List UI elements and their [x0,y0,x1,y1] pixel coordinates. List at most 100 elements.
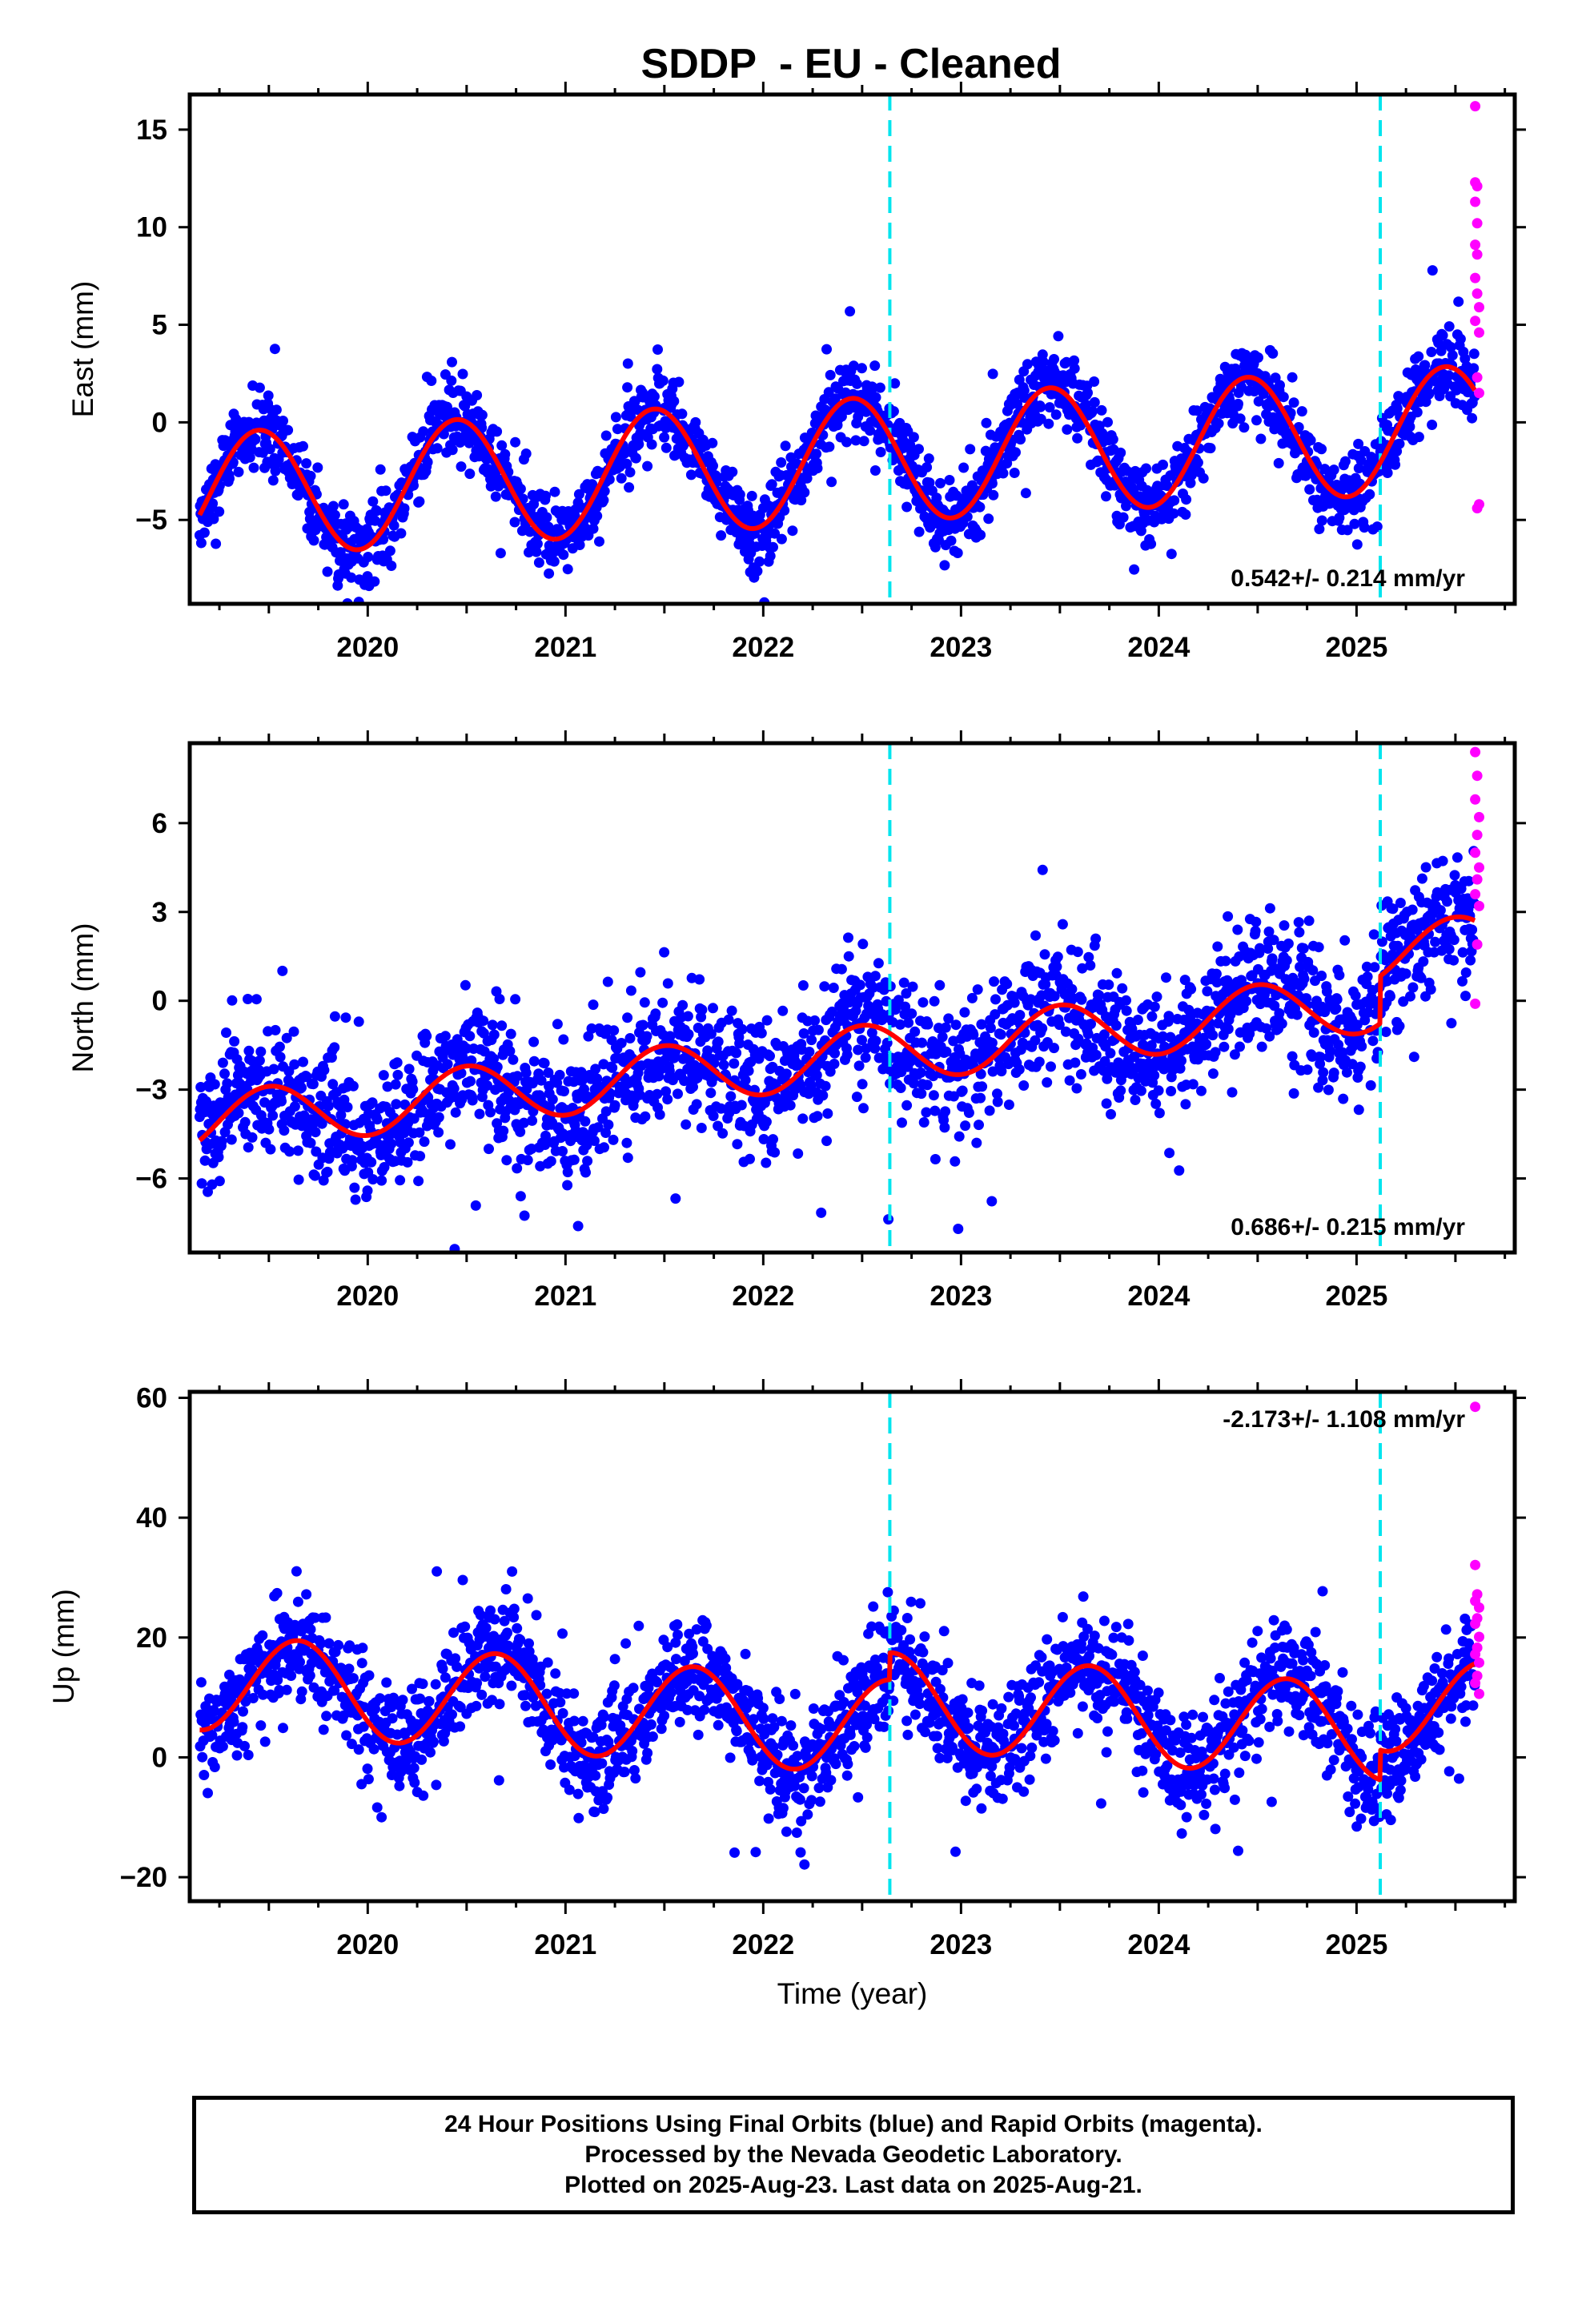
rapid-orbit-point [1472,218,1483,229]
final-orbit-point [811,448,822,460]
final-orbit-point [992,1096,1003,1108]
y-tick-label: −5 [135,505,167,536]
final-orbit-point [371,505,382,517]
final-orbit-point [777,1005,789,1016]
final-orbit-point [1304,484,1315,495]
final-orbit-point [971,1137,982,1148]
final-orbit-point [422,456,433,468]
final-orbit-point [1295,961,1306,972]
final-orbit-point [1442,896,1452,907]
final-orbit-point [1281,955,1292,966]
final-orbit-point [318,1724,329,1735]
final-orbit-point [974,1120,984,1131]
final-orbit-point [1349,518,1360,529]
final-orbit-point [217,1741,228,1752]
final-orbit-point [1102,1073,1113,1084]
final-orbit-point [989,976,999,987]
final-orbit-point [940,1022,951,1033]
final-orbit-point [875,447,886,457]
final-orbit-point [610,412,621,423]
final-orbit-point [866,1027,877,1039]
final-orbit-point [349,1182,360,1193]
final-orbit-point [279,1125,290,1136]
x-tick-label: 2025 [1325,1281,1387,1312]
final-orbit-point [396,528,407,539]
final-orbit-point [769,1147,781,1158]
final-orbit-point [987,368,998,380]
final-orbit-point [1449,870,1460,881]
final-orbit-point [1107,434,1118,445]
final-orbit-point [841,1049,853,1060]
final-orbit-point [199,1770,210,1780]
final-orbit-point [495,1082,506,1092]
final-orbit-point [254,382,265,393]
final-orbit-point [426,376,437,386]
final-orbit-point [622,1152,633,1164]
final-orbit-point [296,1686,307,1697]
final-orbit-point [222,1078,233,1089]
final-orbit-point [1227,418,1239,429]
final-orbit-point [873,958,884,969]
final-orbit-point [1251,916,1262,927]
final-orbit-point [761,1116,772,1128]
final-orbit-point [929,995,940,1007]
final-orbit-point [512,1071,523,1082]
final-orbit-point [1302,1064,1313,1076]
final-orbit-point [897,1117,907,1128]
final-orbit-point [950,1156,961,1167]
final-orbit-point [498,1125,509,1136]
final-orbit-point [400,1099,411,1110]
final-orbit-point [1365,1080,1376,1091]
final-orbit-point [238,1706,248,1717]
final-orbit-point [952,548,963,558]
final-orbit-point [244,452,255,463]
final-orbit-point [1165,1031,1176,1043]
final-orbit-point [1264,903,1275,914]
final-orbit-point [322,566,333,577]
final-orbit-point [909,1026,921,1037]
north-frame [187,741,1517,1255]
x-tick-label: 2020 [336,632,399,663]
final-orbit-point [1235,413,1246,424]
final-orbit-point [1185,477,1196,489]
final-orbit-point [592,510,603,521]
final-orbit-point [1278,392,1289,403]
final-orbit-point [696,1123,707,1133]
final-orbit-point [552,1077,563,1088]
rapid-orbit-point [1474,327,1484,338]
final-orbit-point [1038,356,1049,368]
final-orbit-point [934,979,946,991]
final-orbit-point [908,432,919,443]
final-orbit-point [898,977,909,988]
final-orbit-point [1229,1049,1240,1060]
final-orbit-point [829,1047,841,1059]
final-orbit-point [311,1146,322,1157]
final-orbit-point [582,1156,593,1167]
final-orbit-point [1149,1001,1160,1012]
final-orbit-point [1435,905,1446,916]
final-orbit-point [1323,1084,1334,1096]
y-tick-label: 15 [136,115,167,146]
final-orbit-point [986,478,998,489]
final-orbit-point [804,1047,815,1057]
final-orbit-point [752,565,763,577]
final-orbit-point [869,1043,881,1054]
final-orbit-point [1339,456,1351,467]
final-orbit-point [219,1068,230,1080]
x-tick-label: 2021 [534,632,596,663]
final-orbit-point [1368,929,1379,940]
final-orbit-point [1353,438,1364,449]
x-tick-label: 2023 [930,1281,992,1312]
final-orbit-point [677,999,689,1011]
final-orbit-point [734,1038,745,1049]
final-orbit-point [1146,1011,1158,1022]
final-orbit-point [743,1065,754,1076]
final-orbit-point [224,473,235,484]
final-orbit-point [1334,513,1345,523]
final-orbit-point [874,382,885,393]
final-orbit-point [353,1744,364,1755]
final-orbit-point [996,1066,1007,1077]
final-orbit-point [304,1670,315,1681]
final-orbit-point [540,490,551,501]
